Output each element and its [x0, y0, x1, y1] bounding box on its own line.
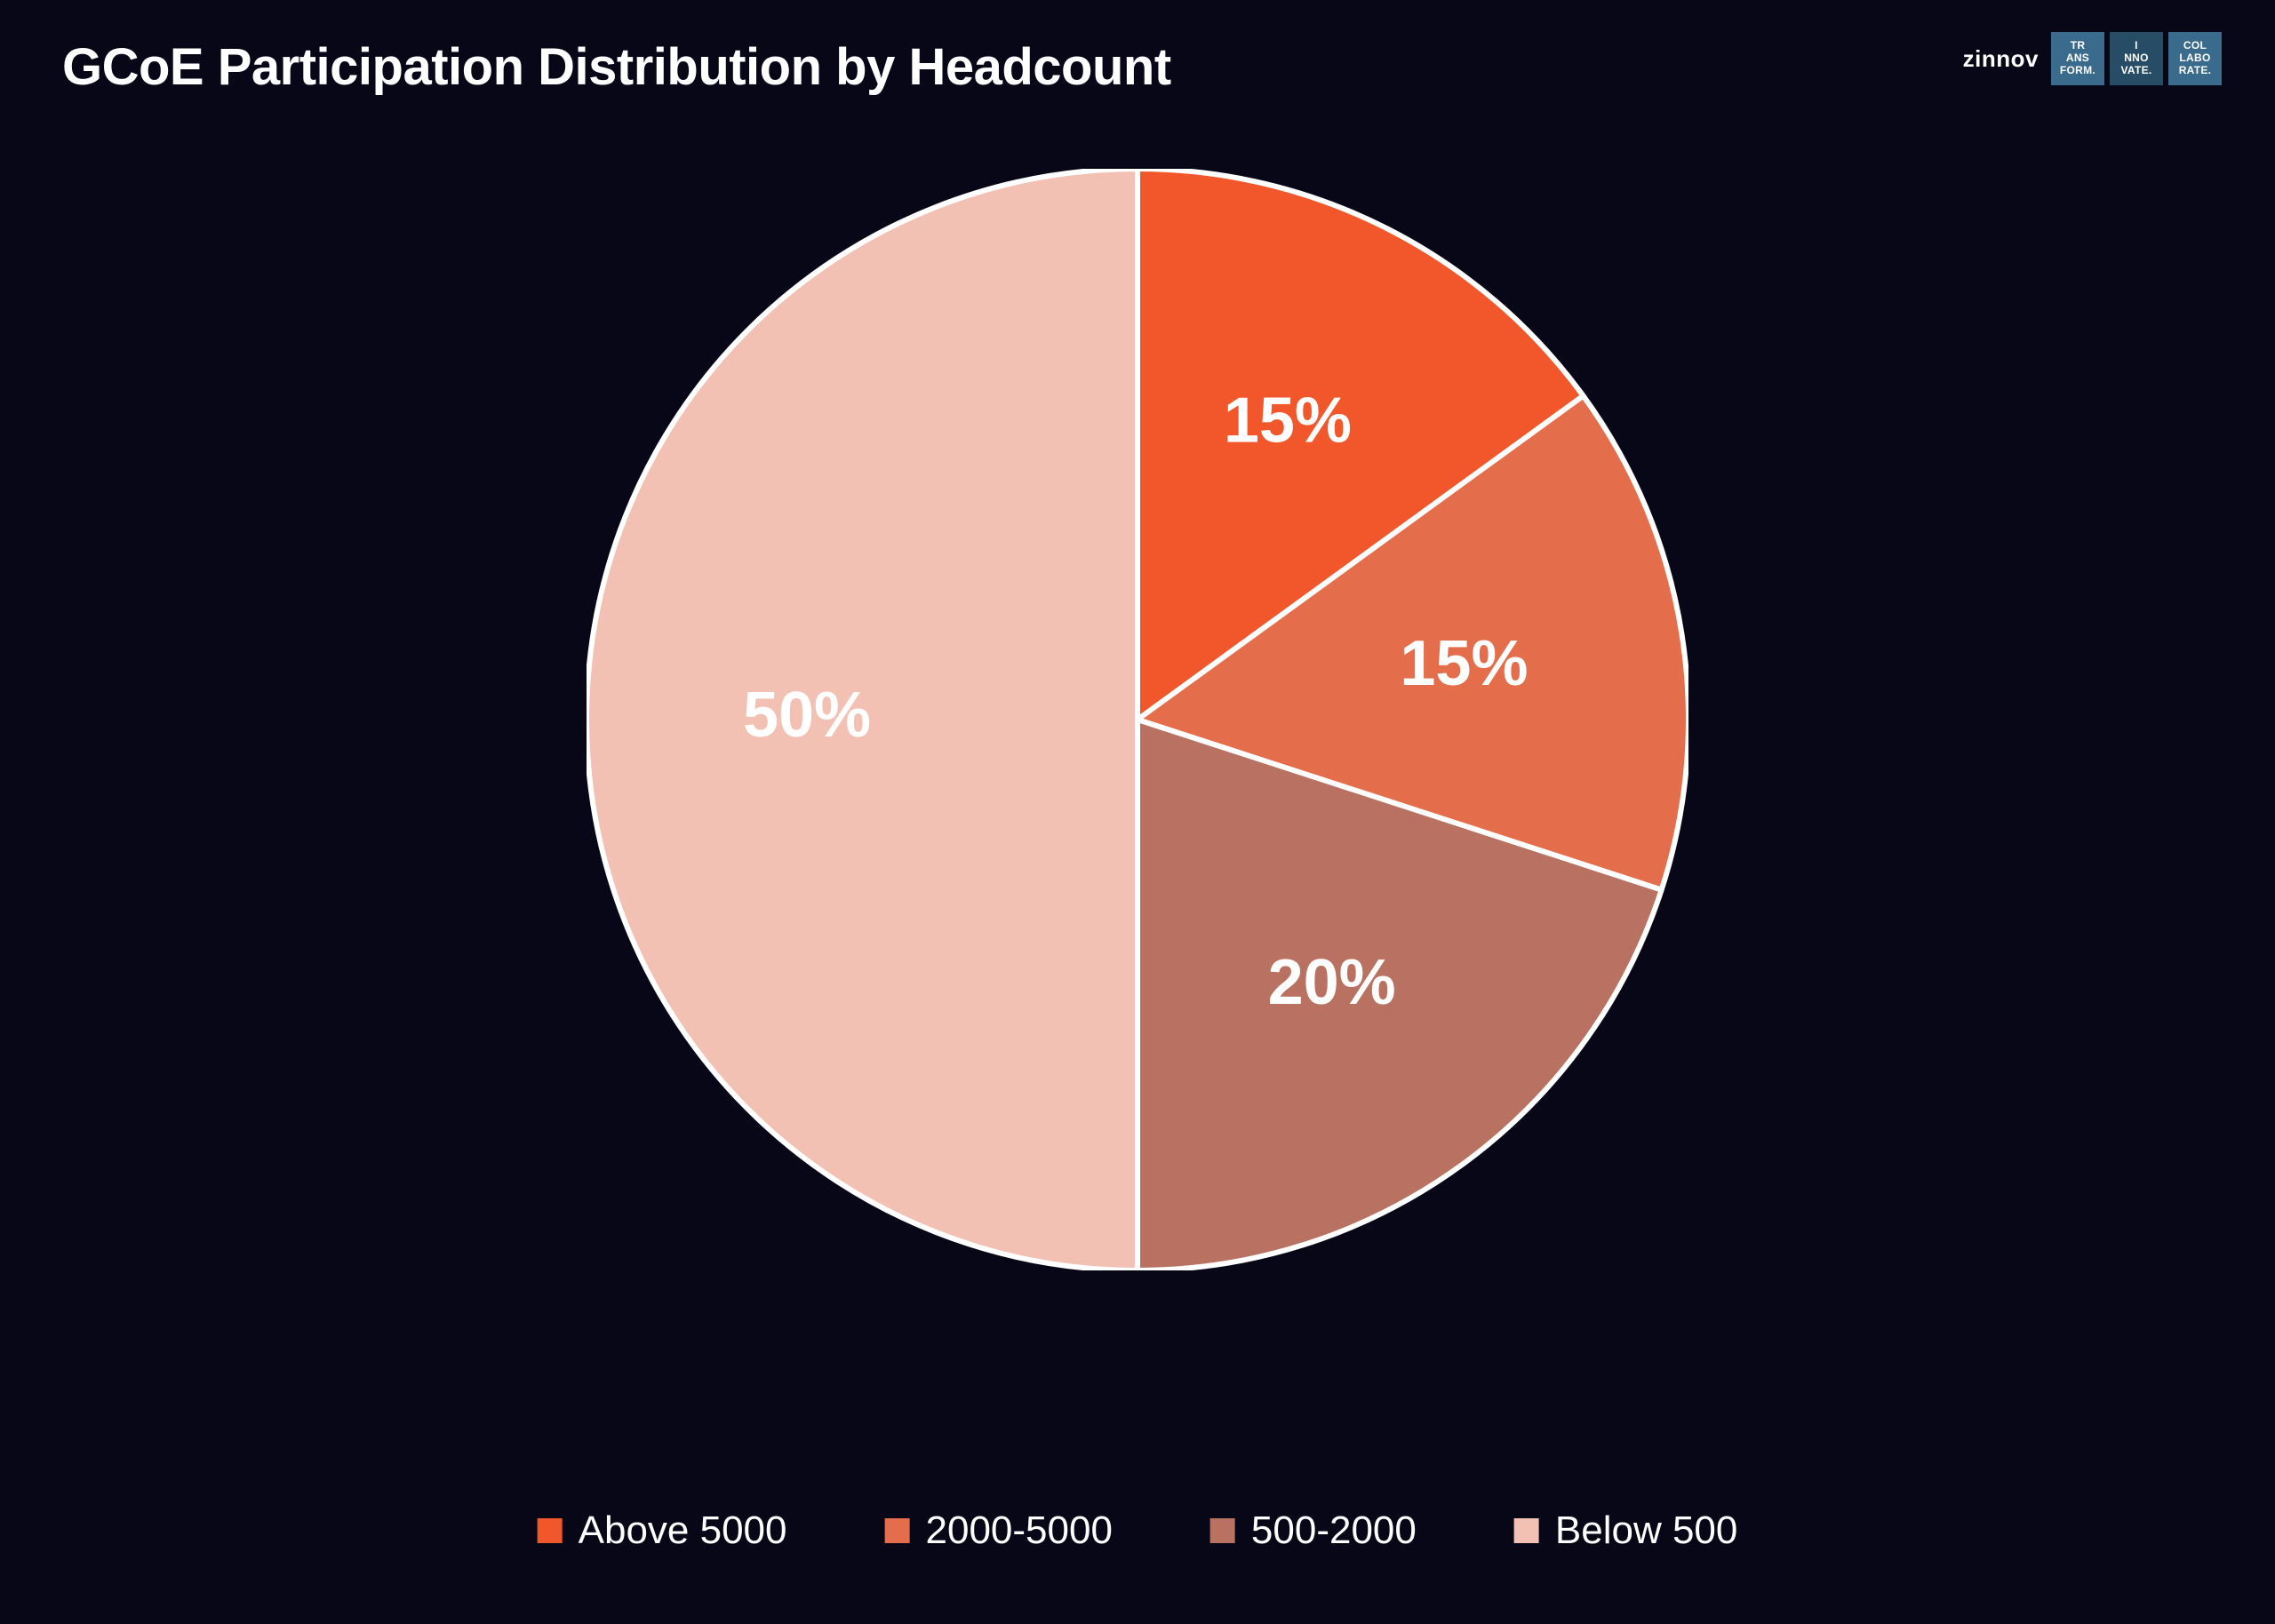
legend: Above 5000 2000-5000 500-2000 Below 500 [538, 1509, 1738, 1553]
brand-tag-box: COLLABORATE. [2168, 32, 2222, 85]
legend-label: Above 5000 [579, 1509, 787, 1553]
legend-swatch [538, 1518, 563, 1543]
legend-item: 500-2000 [1210, 1509, 1417, 1553]
legend-label: Below 500 [1555, 1509, 1737, 1553]
pie-slice-label: 15% [1400, 628, 1528, 699]
pie-slice-label: 15% [1224, 386, 1352, 457]
brand-tag-box: TRANSFORM. [2051, 32, 2104, 85]
legend-swatch [1514, 1518, 1539, 1543]
legend-swatch [1210, 1518, 1235, 1543]
legend-item: Below 500 [1514, 1509, 1737, 1553]
brand-tag-box: INNOVATE. [2110, 32, 2163, 85]
pie-slice-label: 20% [1268, 947, 1396, 1018]
slide-root: GCoE Participation Distribution by Headc… [0, 0, 2275, 1624]
chart-title: GCoE Participation Distribution by Headc… [62, 37, 1171, 97]
pie-chart-svg: 15% 15% 20% 50% [587, 169, 1688, 1270]
brand-name: zinnov [1963, 45, 2039, 73]
brand-boxes: TRANSFORM.INNOVATE.COLLABORATE. [2051, 32, 2222, 85]
brand-block: zinnov TRANSFORM.INNOVATE.COLLABORATE. [1963, 32, 2222, 85]
legend-item: Above 5000 [538, 1509, 787, 1553]
legend-swatch [885, 1518, 910, 1543]
legend-label: 2000-5000 [926, 1509, 1113, 1553]
legend-label: 500-2000 [1251, 1509, 1417, 1553]
legend-item: 2000-5000 [885, 1509, 1113, 1553]
pie-slice-label: 50% [743, 680, 871, 751]
pie-chart: 15% 15% 20% 50% [587, 169, 1688, 1275]
